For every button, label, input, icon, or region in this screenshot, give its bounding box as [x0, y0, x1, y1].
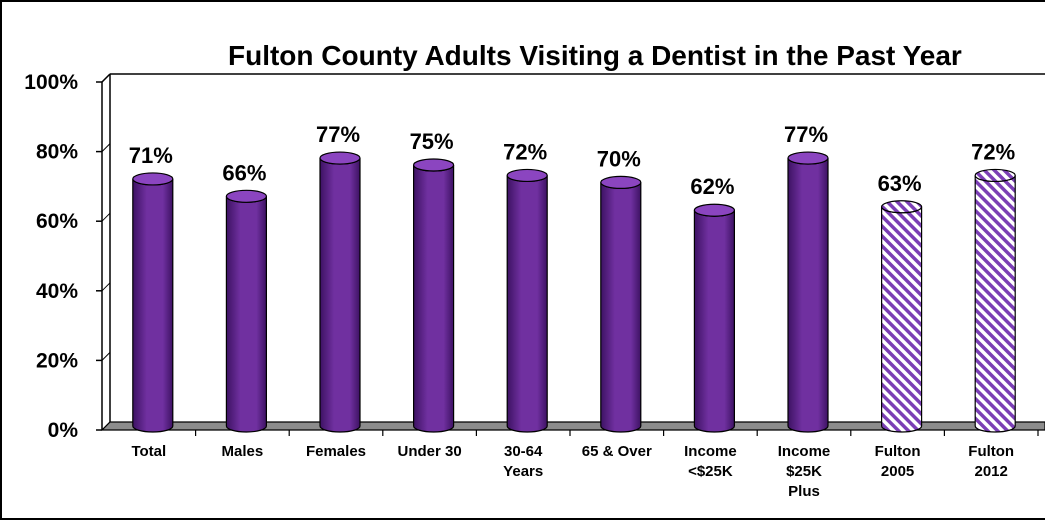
data-label: 71%: [129, 143, 173, 168]
bar-top: [319, 151, 361, 165]
x-tick-label: Years: [503, 463, 543, 480]
y-tick-join: [101, 143, 111, 152]
bar: [132, 178, 174, 433]
bar: [600, 182, 642, 433]
x-tick-label: 65 & Over: [582, 443, 652, 460]
x-tick-label: 2012: [975, 463, 1008, 480]
x-tick-label: Income: [684, 443, 737, 460]
bar-top: [787, 151, 829, 165]
y-tick-label: 80%: [36, 141, 78, 164]
x-tick-label: Fulton: [968, 443, 1014, 460]
x-tick-label: Under 30: [397, 443, 461, 460]
bar: [413, 164, 455, 433]
y-tick-join: [101, 421, 111, 431]
bar: [506, 175, 548, 433]
x-tick-label: Males: [222, 443, 264, 460]
x-tick-label: Fulton: [875, 443, 921, 460]
y-tick-label: 100%: [24, 71, 78, 94]
y-tick-label: 40%: [36, 280, 78, 303]
data-label: 72%: [503, 139, 547, 164]
x-tick-label: Plus: [788, 483, 820, 500]
x-tick-label: Total: [131, 443, 166, 460]
x-tick-label: 30-64: [504, 443, 543, 460]
y-tick-join: [101, 282, 111, 292]
bar-top: [225, 189, 267, 203]
y-tick-label: 0%: [48, 419, 79, 442]
bar-top: [413, 158, 455, 172]
bar-top: [880, 200, 923, 214]
bar-top: [600, 175, 642, 189]
bar: [225, 196, 267, 433]
x-tick-label: Income: [778, 443, 831, 460]
data-label: 77%: [316, 122, 360, 147]
data-label: 75%: [410, 129, 454, 154]
bar: [319, 157, 361, 433]
bar-top: [506, 168, 548, 183]
data-label: 62%: [690, 174, 734, 199]
bar-top: [693, 203, 736, 217]
bar-top: [132, 172, 174, 186]
y-tick-join: [101, 73, 111, 83]
data-label: 66%: [222, 160, 266, 185]
data-label: 63%: [878, 171, 922, 196]
x-tick-label: $25K: [786, 463, 822, 480]
bar: [974, 175, 1016, 433]
y-tick-join: [101, 212, 111, 222]
data-label: 77%: [784, 122, 828, 147]
y-tick-label: 60%: [36, 210, 78, 233]
data-label: 72%: [971, 139, 1015, 164]
x-tick-label: <$25K: [688, 463, 733, 480]
y-tick-join: [101, 352, 111, 361]
bar: [787, 157, 829, 433]
bar: [881, 206, 923, 433]
bar: [693, 210, 735, 433]
bar-top: [974, 168, 1016, 183]
data-label: 70%: [597, 146, 641, 171]
x-tick-label: 2005: [881, 463, 914, 480]
y-tick-label: 20%: [36, 349, 78, 372]
x-tick-label: Females: [306, 443, 366, 460]
chart-title: Fulton County Adults Visiting a Dentist …: [228, 40, 962, 71]
